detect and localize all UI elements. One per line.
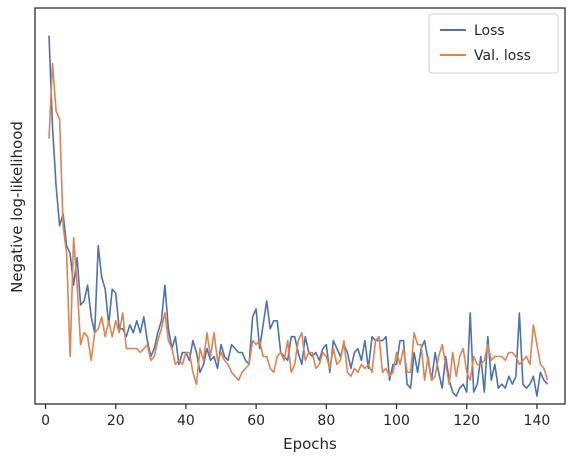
x-tick-label: 100 [383, 413, 410, 429]
legend-box [428, 13, 559, 74]
x-tick-label: 40 [177, 413, 195, 429]
x-tick-label: 140 [524, 413, 551, 429]
y-axis-label: Negative log-likelihood [8, 121, 26, 293]
x-tick-label: 20 [107, 413, 125, 429]
x-axis-ticks: 0 20 40 60 80 100 120 140 [41, 404, 550, 429]
x-tick-label: 80 [317, 413, 335, 429]
x-tick-label: 120 [453, 413, 480, 429]
series-line-val-loss [48, 62, 549, 386]
series-line-loss [48, 35, 549, 397]
x-tick-label: 60 [247, 413, 265, 429]
legend-label-val-loss: Val. loss [474, 48, 531, 64]
x-axis-label: Epochs [283, 435, 337, 453]
axes-frame [34, 7, 566, 405]
legend-label-loss: Loss [474, 23, 505, 39]
legend: Loss Val. loss [428, 13, 559, 74]
x-tick-label: 0 [41, 413, 50, 429]
plot-area [48, 35, 549, 397]
